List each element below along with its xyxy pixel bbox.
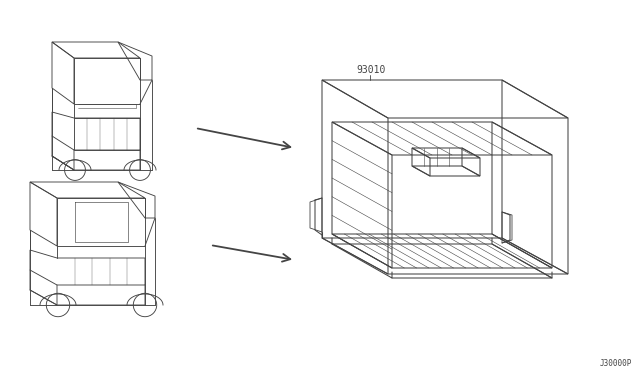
Text: J30000P: J30000P	[600, 359, 632, 368]
Text: 93010: 93010	[356, 65, 385, 75]
